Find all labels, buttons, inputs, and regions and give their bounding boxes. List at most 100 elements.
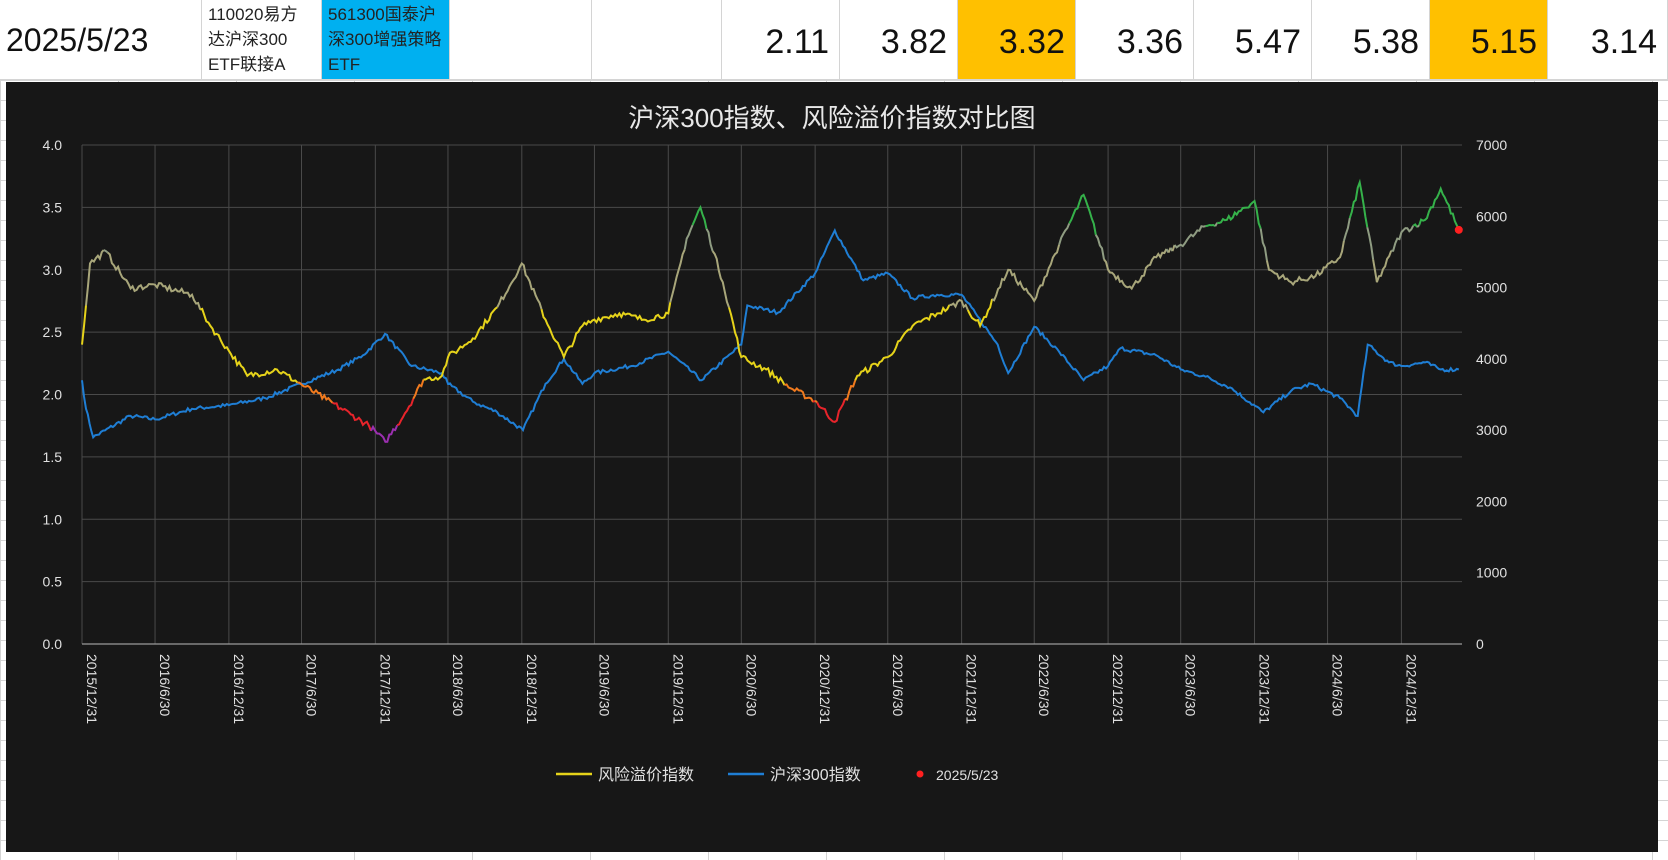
x-tick-label: 2016/12/31: [231, 654, 247, 724]
risk-premium-segment: [1366, 227, 1375, 260]
series: [81, 178, 1463, 443]
y-left-tick-label: 4.0: [43, 137, 63, 153]
legend-label-risk-premium: 风险溢价指数: [598, 766, 694, 784]
risk-premium-segment: [107, 251, 202, 310]
x-tick-label: 2019/6/30: [596, 654, 612, 716]
x-tick-label: 2017/6/30: [303, 654, 319, 716]
risk-premium-segment: [412, 379, 425, 400]
risk-premium-segment: [81, 305, 87, 345]
y-right-tick-label: 5000: [1476, 280, 1507, 296]
y-left-tick-label: 2.5: [43, 324, 63, 340]
risk-premium-segment: [1348, 178, 1369, 228]
x-tick-label: 2017/12/31: [377, 654, 393, 724]
y-left-tick-label: 1.5: [43, 449, 63, 465]
risk-premium-segment: [1416, 224, 1420, 228]
risk-premium-segment: [1265, 240, 1345, 287]
series-line-risk-premium: [81, 178, 1460, 443]
risk-premium-segment: [1068, 193, 1097, 235]
legend-label-marker: 2025/5/23: [936, 767, 998, 783]
y-right-tick-label: 4000: [1476, 351, 1507, 367]
y-right-tick-label: 0: [1476, 636, 1484, 652]
risk-premium-segment: [816, 398, 846, 423]
risk-premium-segment: [1259, 228, 1268, 261]
chart-title: 沪深300指数、风险溢价指数对比图: [628, 103, 1035, 133]
risk-premium-segment: [784, 383, 814, 403]
risk-premium-segment: [814, 399, 818, 404]
x-tick-label: 2020/12/31: [817, 654, 833, 724]
current-point-marker: [1454, 225, 1463, 234]
risk-premium-segment: [103, 249, 109, 254]
x-tick-label: 2022/6/30: [1036, 654, 1052, 716]
risk-premium-segment: [669, 249, 686, 303]
risk-premium-segment: [1094, 234, 1105, 260]
date-cell[interactable]: 2025/5/23: [0, 0, 202, 80]
value-cell-5[interactable]: 5.47: [1194, 0, 1312, 80]
y-right-tick-label: 6000: [1476, 208, 1507, 224]
chart-svg: 沪深300指数、风险溢价指数对比图 0.0 0.5 1.0 1.5 2.0 2.5 3.0 3…: [43, 103, 1508, 784]
x-tick-label: 2020/6/30: [743, 654, 759, 716]
risk-premium-segment: [691, 204, 708, 230]
risk-premium-segment: [683, 224, 694, 250]
legend-label-hs300: 沪深300指数: [770, 766, 861, 784]
fund2-cell[interactable]: 561300国泰沪 深300增强策略 ETF: [322, 0, 450, 80]
chart-area[interactable]: 沪深300指数、风险溢价指数对比图 0.0 0.5 1.0 1.5 2.0 2.5 3.0 3…: [6, 82, 1658, 852]
risk-premium-segment: [297, 381, 334, 404]
x-tick-label: 2022/12/31: [1110, 654, 1126, 724]
empty-cell[interactable]: [450, 0, 592, 80]
y-left-tick-label: 0.0: [43, 636, 63, 652]
risk-premium-segment: [1058, 223, 1071, 246]
x-tick-label: 2016/6/30: [157, 654, 173, 716]
risk-premium-segment: [199, 307, 299, 384]
risk-premium-segment: [711, 250, 730, 308]
risk-premium-segment: [1205, 223, 1216, 228]
risk-premium-segment: [844, 379, 857, 401]
risk-premium-segment: [728, 307, 786, 386]
legend-swatch-marker: [916, 770, 924, 778]
x-tick-label: 2021/6/30: [890, 654, 906, 716]
value-cell-6[interactable]: 5.38: [1312, 0, 1430, 80]
x-tick-label: 2015/12/31: [84, 654, 100, 724]
risk-premium-segment: [1103, 248, 1168, 291]
risk-premium-segment: [1214, 222, 1219, 227]
x-tick-label: 2024/12/31: [1403, 654, 1419, 724]
risk-premium-segment: [396, 398, 415, 427]
x-tick-label: 2023/12/31: [1257, 654, 1273, 724]
y-left-tick-label: 3.0: [43, 262, 63, 278]
empty-cell[interactable]: [592, 0, 722, 80]
y-right-tick-label: 1000: [1476, 565, 1507, 581]
y-left-tick-label: 3.5: [43, 199, 63, 215]
risk-premium-segment: [705, 228, 714, 252]
value-cell-2[interactable]: 3.82: [840, 0, 958, 80]
risk-premium-segment: [854, 304, 951, 381]
axes: 0.0 0.5 1.0 1.5 2.0 2.5 3.0 3.5 4.0 0 1000 2000 3000…: [43, 137, 1508, 724]
risk-premium-segment: [370, 424, 399, 443]
risk-premium-segment: [1217, 199, 1262, 229]
risk-premium-segment: [1412, 223, 1418, 228]
gridlines: [81, 144, 1462, 645]
x-tick-label: 2023/6/30: [1183, 654, 1199, 716]
risk-premium-segment: [1418, 185, 1460, 231]
value-cell-1[interactable]: 2.11: [722, 0, 840, 80]
value-cell-3[interactable]: 3.32: [958, 0, 1076, 80]
x-tick-label: 2018/6/30: [450, 654, 466, 716]
series-line-hs300: [81, 228, 1460, 440]
x-tick-label: 2024/6/30: [1330, 654, 1346, 716]
y-left-tick-label: 2.0: [43, 387, 63, 403]
x-tick-label: 2021/12/31: [964, 654, 980, 724]
y-right-tick-label: 7000: [1476, 137, 1507, 153]
risk-premium-segment: [423, 306, 498, 382]
value-cell-7[interactable]: 5.15: [1430, 0, 1548, 80]
value-cell-4[interactable]: 3.36: [1076, 0, 1194, 80]
value-cell-8[interactable]: 3.14: [1548, 0, 1668, 80]
risk-premium-segment: [332, 401, 372, 432]
x-tick-label: 2019/12/31: [670, 654, 686, 724]
fund1-cell[interactable]: 110020易方 达沪深300 ETF联接A: [202, 0, 322, 80]
risk-premium-segment: [540, 302, 672, 360]
y-left-tick-label: 1.0: [43, 511, 63, 527]
risk-premium-segment: [1342, 217, 1351, 242]
x-tick-label: 2018/12/31: [524, 654, 540, 724]
risk-premium-segment: [949, 298, 969, 311]
y-right-tick-label: 2000: [1476, 493, 1507, 509]
header-row: 2025/5/23 110020易方 达沪深300 ETF联接A 561300国…: [0, 0, 1668, 80]
risk-premium-segment: [812, 399, 816, 403]
